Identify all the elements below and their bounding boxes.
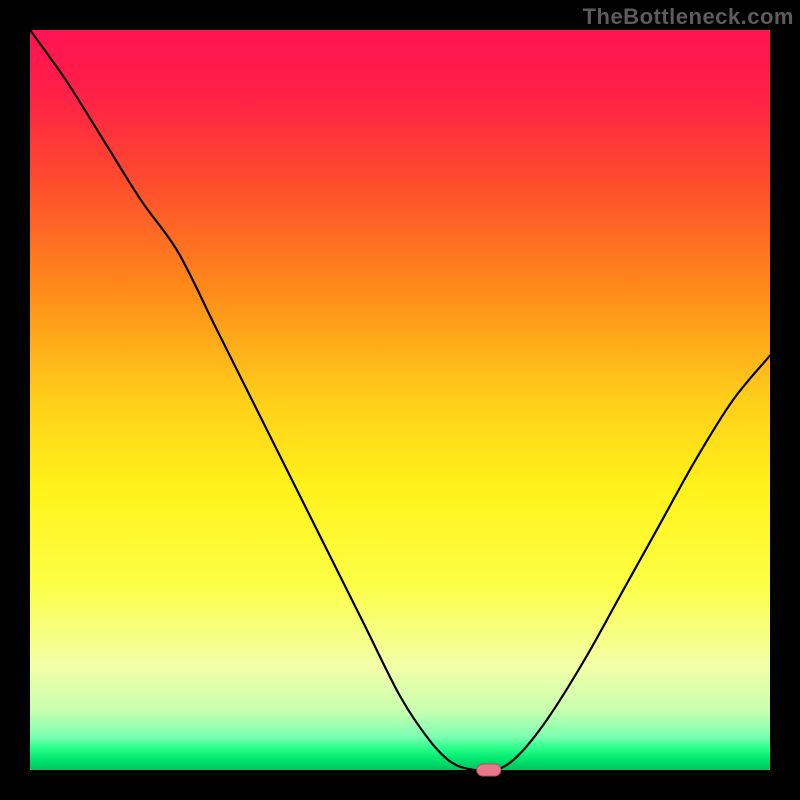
optimal-marker bbox=[477, 764, 501, 776]
bottleneck-chart: TheBottleneck.com bbox=[0, 0, 800, 800]
watermark-text: TheBottleneck.com bbox=[583, 4, 794, 30]
plot-area bbox=[30, 30, 770, 770]
chart-svg bbox=[0, 0, 800, 800]
